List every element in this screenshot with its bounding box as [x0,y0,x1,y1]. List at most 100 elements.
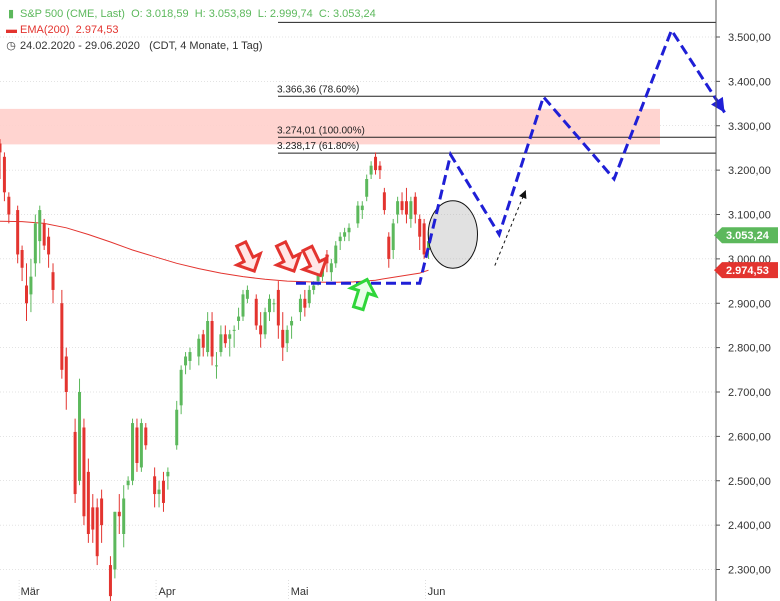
candle [241,289,245,321]
candle-body [427,241,431,250]
candle-body [281,329,285,348]
candle-body [312,285,316,290]
candle-body [95,507,99,557]
candle [276,281,280,339]
high-value: H: 3.053,89 [194,8,252,20]
x-tick-label: Mai [291,586,309,598]
candle [16,205,20,264]
y-tick-label: 2.300,00 [728,565,771,577]
fibonacci-levels: 3.366,36 (78.60%) 3.274,01 (100.00%) 3.238… [277,21,716,154]
candle-body [78,392,82,481]
small-dashed-arrow [494,189,527,266]
candle-body [382,192,386,211]
candle [285,325,289,353]
candle-body [263,312,267,335]
candle [184,352,188,375]
candle [38,205,42,264]
candle-body [245,289,249,299]
candle [2,152,6,202]
candle [161,471,165,512]
candle [175,400,179,450]
candle-body [42,223,46,246]
y-tick-label: 2.500,00 [728,476,771,488]
candle [360,201,364,219]
candle-body [113,511,117,570]
candle-body [33,223,37,264]
y-tick-label: 3.400,00 [728,76,771,88]
candle [117,494,121,534]
candle-body [347,227,351,233]
candle [329,258,333,282]
candle [237,307,241,330]
instrument-row: ▮ S&P 500 (CME, Last) O: 3.018,59 H: 3.0… [6,6,376,22]
candle [369,161,373,179]
last-price-badge-label: 3.053,24 [726,230,770,242]
candle-body [117,511,121,517]
candle [223,325,227,348]
ema-value: 2.974,53 [75,24,119,36]
candle-body [131,423,135,481]
candle-body [210,321,214,357]
price-badges: 3.053,24 2.974,53 [714,227,778,279]
candle-body [334,245,338,264]
candle [122,485,126,548]
line-series-icon: ▬ [6,24,17,36]
candle [413,192,417,224]
candle-body [157,489,161,495]
candle-body [241,294,245,317]
candle [338,232,342,250]
instrument-name: S&P 500 (CME, Last) [20,8,125,20]
ema-badge: 2.974,53 [714,262,778,279]
y-tick-label: 2.700,00 [728,387,771,399]
candle [166,467,170,490]
candle-body [223,334,227,344]
candle [290,316,294,339]
candle-body [16,210,20,255]
candle [25,263,29,321]
candle-body [360,205,364,211]
candle-body [290,321,294,326]
candle [267,294,271,321]
candle-body [161,480,165,503]
candle-body [329,263,333,273]
projection-layer [296,27,726,285]
candle-body [418,218,422,237]
candle-body [122,498,126,534]
candle-body [316,272,320,282]
resistance-zone-layer [0,108,660,145]
candle [100,489,104,543]
candle [422,218,426,259]
candle [228,329,232,357]
green-up-arrow [346,277,379,312]
candle [210,312,214,366]
candle [179,365,183,415]
candle-body [175,409,179,446]
x-tick-label: Mär [21,586,40,598]
clock-icon: ◷ [6,40,16,52]
candle-body [413,196,417,215]
candle [91,494,95,543]
candle [391,218,395,259]
candle-body [369,165,373,175]
y-tick-label: 3.300,00 [728,121,771,133]
candlestick-icon: ▮ [7,8,15,20]
candle [254,294,258,330]
ellipse-layer [427,200,478,269]
last-price-badge: 3.053,24 [714,227,778,244]
candle [409,196,413,228]
candle [47,227,51,268]
date-range: 24.02.2020 - 29.06.2020 [20,40,140,52]
candle-body [100,498,104,526]
candle [365,174,369,202]
candle-body [214,365,218,367]
candle [157,480,161,508]
candle-body [166,471,170,477]
candle-body [153,476,157,495]
candle [153,467,157,508]
candle-body [391,223,395,250]
candle [418,214,422,250]
y-tick-label: 2.800,00 [728,343,771,355]
ema-badge-label: 2.974,53 [726,265,769,277]
candle-body [206,321,210,353]
